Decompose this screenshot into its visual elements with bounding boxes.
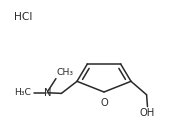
Text: OH: OH [140, 108, 155, 118]
Text: O: O [100, 98, 108, 108]
Text: CH₃: CH₃ [57, 68, 74, 77]
Text: HCl: HCl [14, 12, 33, 22]
Text: N: N [44, 88, 51, 98]
Text: H₃C: H₃C [14, 88, 31, 97]
